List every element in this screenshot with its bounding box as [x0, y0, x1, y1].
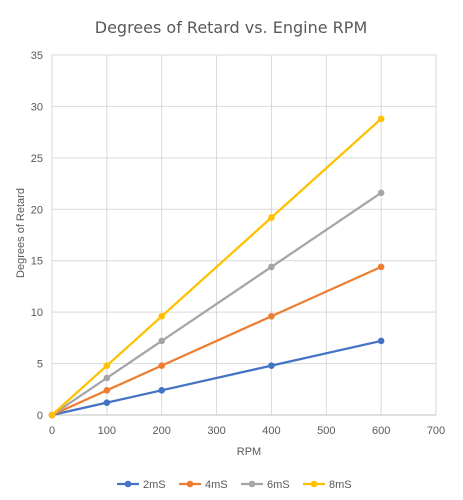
- legend-item-4mS: 4mS: [179, 479, 228, 491]
- data-point: [268, 214, 275, 221]
- legend-label: 6mS: [267, 479, 290, 491]
- x-tick-labels: 0 100 200 300 400 500 600 700: [49, 425, 445, 437]
- data-point: [158, 312, 166, 320]
- y-tick-label: 25: [31, 153, 43, 165]
- data-point: [103, 362, 111, 369]
- x-tick-label: 200: [153, 425, 171, 437]
- y-tick-label: 30: [31, 101, 43, 113]
- data-point: [103, 399, 111, 406]
- data-point: [158, 337, 166, 345]
- x-tick-label: 500: [317, 425, 335, 437]
- legend: 2mS 4mS 6mS 8mS: [117, 479, 352, 491]
- grid: [51, 54, 437, 416]
- y-tick-label: 0: [37, 410, 43, 422]
- legend-item-6mS: 6mS: [241, 479, 290, 491]
- x-tick-label: 400: [262, 425, 280, 437]
- legend-marker: [124, 480, 132, 488]
- data-point: [377, 115, 385, 123]
- data-point: [268, 362, 275, 369]
- data-point: [103, 387, 111, 394]
- data-point: [377, 337, 385, 345]
- legend-item-8mS: 8mS: [303, 479, 352, 491]
- data-point: [377, 263, 385, 271]
- y-tick-label: 20: [31, 204, 43, 216]
- data-point: [48, 411, 56, 419]
- y-axis-label: Degrees of Retard: [15, 188, 27, 278]
- y-tick-label: 10: [31, 307, 43, 319]
- y-tick-label: 5: [37, 359, 43, 371]
- data-point: [158, 387, 166, 394]
- chart-title: Degrees of Retard vs. Engine RPM: [95, 18, 368, 37]
- legend-label: 4mS: [205, 479, 228, 491]
- legend-marker: [248, 480, 256, 488]
- x-tick-label: 600: [372, 425, 390, 437]
- series-8mS: [48, 115, 385, 419]
- y-tick-labels: 0 5 10 15 20 25 30 35: [31, 50, 43, 422]
- legend-label: 2mS: [143, 479, 166, 491]
- data-point: [158, 362, 166, 369]
- data-point: [268, 312, 275, 320]
- data-point: [377, 189, 385, 197]
- legend-marker: [186, 480, 194, 488]
- x-tick-label: 100: [98, 425, 116, 437]
- y-tick-label: 15: [31, 256, 43, 268]
- x-tick-label: 300: [207, 425, 225, 437]
- legend-marker: [310, 480, 318, 488]
- legend-label: 8mS: [329, 479, 352, 491]
- x-tick-label: 700: [427, 425, 445, 437]
- x-axis-label: RPM: [237, 446, 261, 458]
- y-tick-label: 35: [31, 50, 43, 62]
- data-point: [103, 374, 111, 382]
- legend-item-2mS: 2mS: [117, 479, 166, 491]
- data-point: [268, 263, 275, 271]
- x-tick-label: 0: [49, 425, 55, 437]
- series-group: [48, 115, 385, 419]
